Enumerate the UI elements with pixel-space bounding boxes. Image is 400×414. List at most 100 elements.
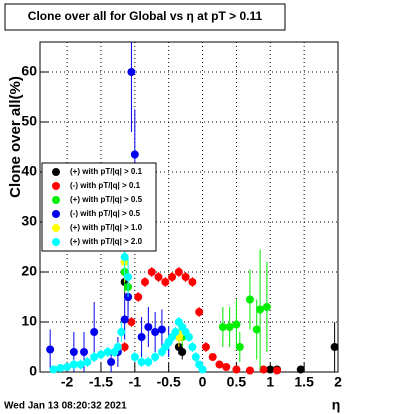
data-point — [191, 353, 200, 361]
legend-label: (-) with pT/|q| > 0.5 — [70, 209, 141, 218]
x-tick-label: 0.5 — [227, 374, 247, 390]
x-tick-label: 1.5 — [294, 374, 314, 390]
data-point — [215, 360, 224, 369]
data-point — [130, 150, 139, 159]
x-tick-label: -1 — [129, 374, 142, 390]
data-point — [222, 363, 231, 371]
data-point — [198, 365, 207, 374]
data-point — [124, 273, 133, 281]
data-point — [127, 68, 136, 76]
data-point — [69, 348, 78, 356]
data-point — [218, 323, 227, 331]
data-point — [195, 308, 204, 316]
data-point — [137, 358, 146, 366]
x-tick-label: -1.5 — [89, 374, 113, 390]
data-point — [245, 295, 254, 304]
data-point — [63, 363, 72, 371]
data-point — [181, 273, 190, 281]
data-point — [157, 325, 166, 334]
data-point — [151, 328, 160, 336]
data-point — [144, 358, 153, 366]
data-point — [107, 358, 116, 366]
data-point — [266, 365, 275, 374]
legend-box — [41, 162, 157, 252]
data-point — [330, 343, 339, 351]
data-point — [90, 328, 99, 336]
data-point — [46, 345, 55, 354]
data-point — [296, 365, 305, 374]
data-point — [134, 293, 143, 301]
data-point — [96, 350, 105, 359]
data-point — [208, 353, 217, 361]
data-point — [262, 303, 271, 311]
data-point — [117, 328, 126, 336]
data-point — [201, 343, 210, 351]
legend-marker — [52, 238, 60, 246]
data-point — [151, 353, 160, 361]
data-point — [154, 273, 163, 281]
data-point — [140, 278, 149, 286]
data-point — [56, 364, 65, 372]
data-point — [120, 315, 129, 324]
data-point — [171, 328, 180, 336]
x-axis-label: η — [332, 397, 341, 413]
y-tick-label: 0 — [29, 363, 37, 379]
data-point — [256, 305, 265, 314]
data-point — [232, 365, 241, 374]
x-tick-label: 2 — [334, 374, 342, 390]
data-point — [80, 348, 89, 356]
y-tick-label: 40 — [21, 163, 37, 179]
legend-label: (+) with pT/|q| > 1.0 — [70, 223, 143, 232]
data-point — [130, 353, 139, 361]
y-tick-label: 20 — [21, 263, 37, 279]
y-tick-label: 60 — [21, 63, 37, 79]
legend-label: (-) with pT/|q| > 0.1 — [70, 181, 141, 190]
data-point — [185, 333, 193, 341]
data-point — [120, 253, 129, 261]
chart-title: Clone over all for Global vs η at pT > 0… — [28, 9, 263, 23]
y-tick-label: 10 — [21, 313, 37, 329]
data-point — [49, 365, 58, 374]
timestamp: Wed Jan 13 08:20:32 2021 — [4, 401, 127, 412]
data-point — [76, 360, 85, 369]
legend-marker — [52, 210, 60, 218]
data-point — [69, 360, 78, 369]
legend-label: (+) with pT/|q| > 2.0 — [70, 237, 143, 246]
data-point — [259, 365, 268, 374]
legend-label: (+) with pT/|q| > 0.1 — [70, 167, 143, 176]
legend-marker — [52, 168, 60, 176]
x-tick-label: -0.5 — [157, 374, 181, 390]
data-point — [174, 268, 183, 276]
data-point — [245, 366, 254, 375]
legend-label: (+) with pT/|q| > 0.5 — [70, 195, 143, 204]
data-point — [144, 323, 153, 331]
data-point — [252, 325, 261, 334]
data-point — [103, 348, 112, 356]
legend-marker — [52, 182, 60, 190]
data-point — [137, 333, 146, 341]
title-box — [4, 3, 286, 31]
data-point — [113, 343, 122, 351]
data-point — [161, 278, 170, 286]
data-point — [90, 353, 99, 361]
x-tick-label: 0 — [199, 374, 207, 390]
data-point — [232, 320, 241, 329]
x-tick-label: 1 — [266, 374, 274, 390]
data-point — [235, 343, 244, 351]
data-point — [147, 268, 156, 276]
legend-marker — [52, 224, 60, 232]
x-tick-label: -2 — [61, 374, 74, 390]
y-tick-label: 30 — [21, 213, 37, 229]
data-point — [273, 366, 282, 375]
data-point — [120, 343, 129, 351]
data-point — [127, 318, 136, 326]
data-point — [188, 278, 197, 286]
legend-marker — [52, 196, 60, 204]
y-tick-label: 50 — [21, 113, 37, 129]
data-point — [83, 358, 92, 366]
y-axis-label: Clone over all(%) — [7, 76, 24, 198]
data-point — [178, 348, 187, 356]
data-point — [168, 273, 177, 281]
data-point — [225, 323, 234, 331]
